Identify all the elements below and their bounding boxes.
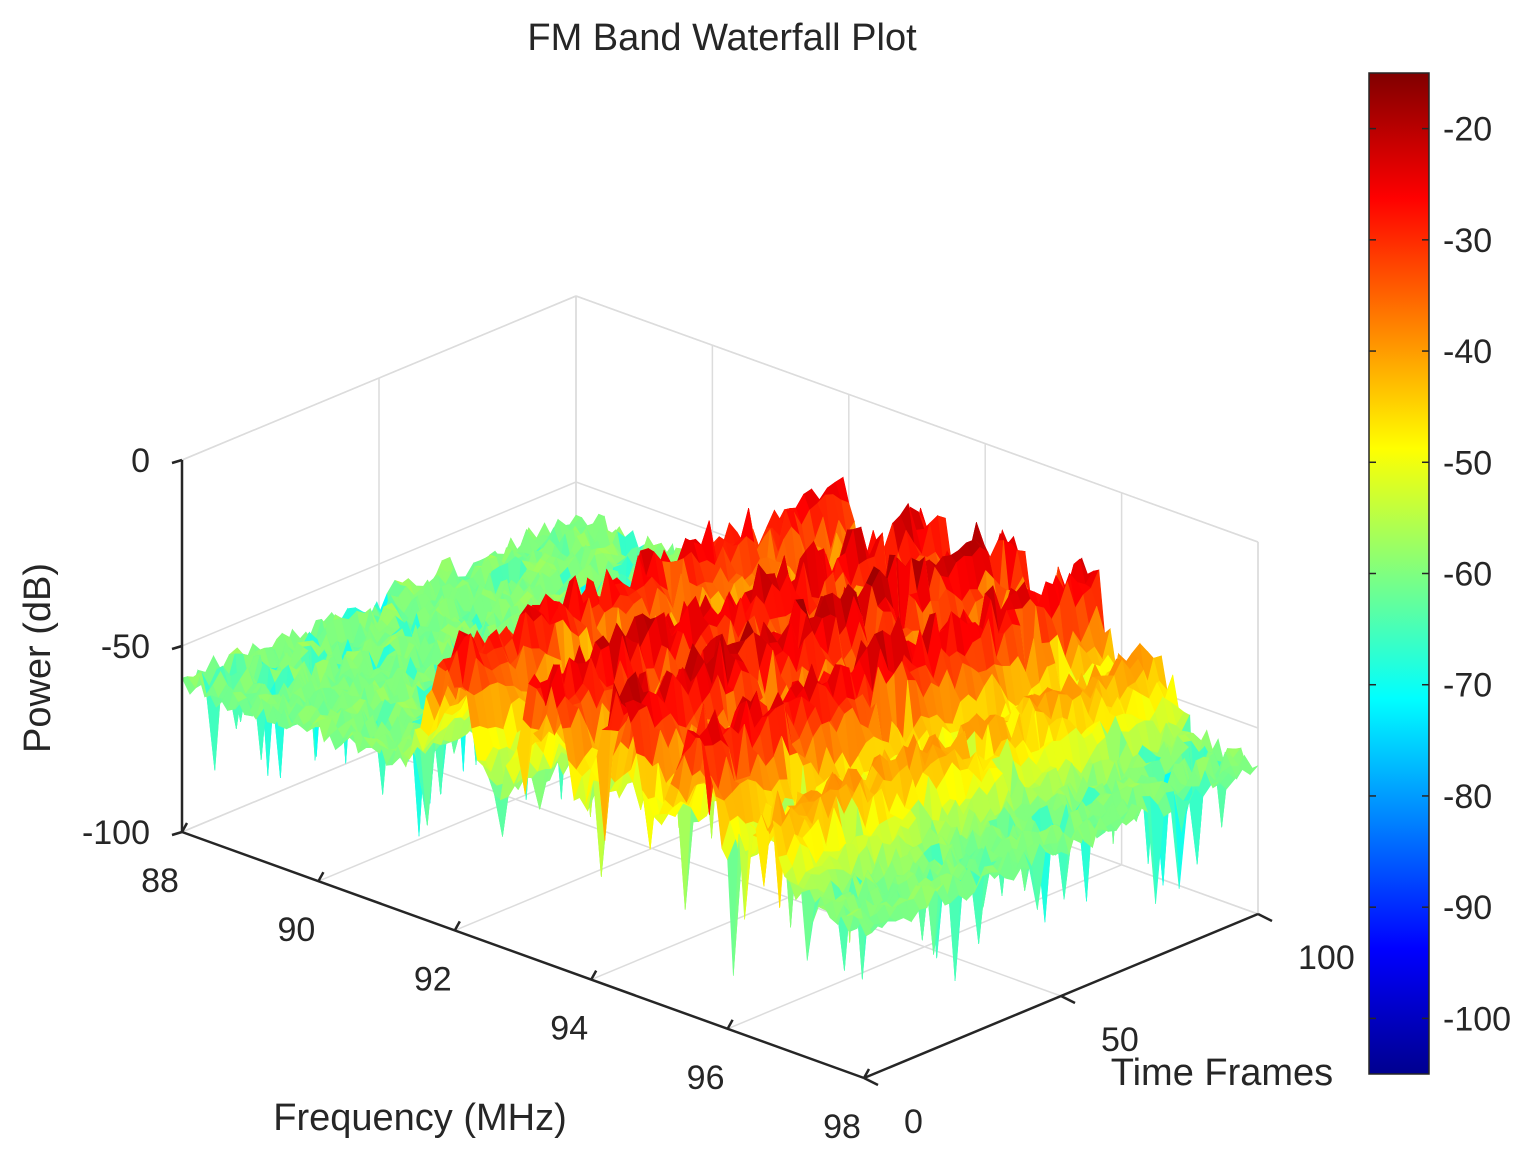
grid-box-edge: [575, 295, 1259, 543]
grid-line-z-sidewall: [181, 481, 577, 647]
chart-title: FM Band Waterfall Plot: [527, 17, 917, 59]
surface-cell: [1188, 787, 1204, 865]
grid-line-y-floor: [378, 749, 1062, 997]
surface-plot: [181, 476, 1259, 981]
grid-box-edge: [181, 295, 577, 461]
